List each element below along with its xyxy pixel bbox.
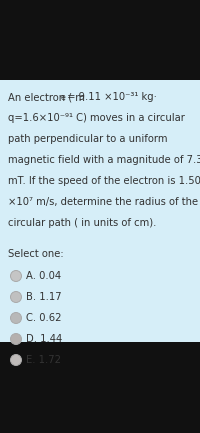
Text: e: e [60,94,65,103]
Text: E. 1.72: E. 1.72 [26,355,60,365]
Text: mT. If the speed of the electron is 1.50: mT. If the speed of the electron is 1.50 [8,176,200,186]
Text: D. 1.44: D. 1.44 [26,334,62,344]
Text: Select one:: Select one: [8,249,64,259]
Text: B. 1.17: B. 1.17 [26,292,61,302]
Text: A. 0.04: A. 0.04 [26,271,61,281]
Circle shape [10,313,22,323]
Text: magnetic field with a magnitude of 7.3: magnetic field with a magnitude of 7.3 [8,155,200,165]
Text: q=1.6×10⁻⁹¹ C) moves in a circular: q=1.6×10⁻⁹¹ C) moves in a circular [8,113,185,123]
Circle shape [10,291,22,303]
Text: path perpendicular to a uniform: path perpendicular to a uniform [8,134,168,144]
Text: circular path ( in units of cm).: circular path ( in units of cm). [8,218,156,228]
Text: An electron ( m: An electron ( m [8,92,85,102]
Circle shape [10,271,22,281]
Text: ×10⁷ m/s, determine the radius of the: ×10⁷ m/s, determine the radius of the [8,197,198,207]
Text: = 9.11 ×10⁻³¹ kg·: = 9.11 ×10⁻³¹ kg· [64,92,157,102]
Circle shape [10,355,22,365]
Text: C. 0.62: C. 0.62 [26,313,61,323]
Circle shape [10,333,22,345]
FancyBboxPatch shape [0,80,200,342]
